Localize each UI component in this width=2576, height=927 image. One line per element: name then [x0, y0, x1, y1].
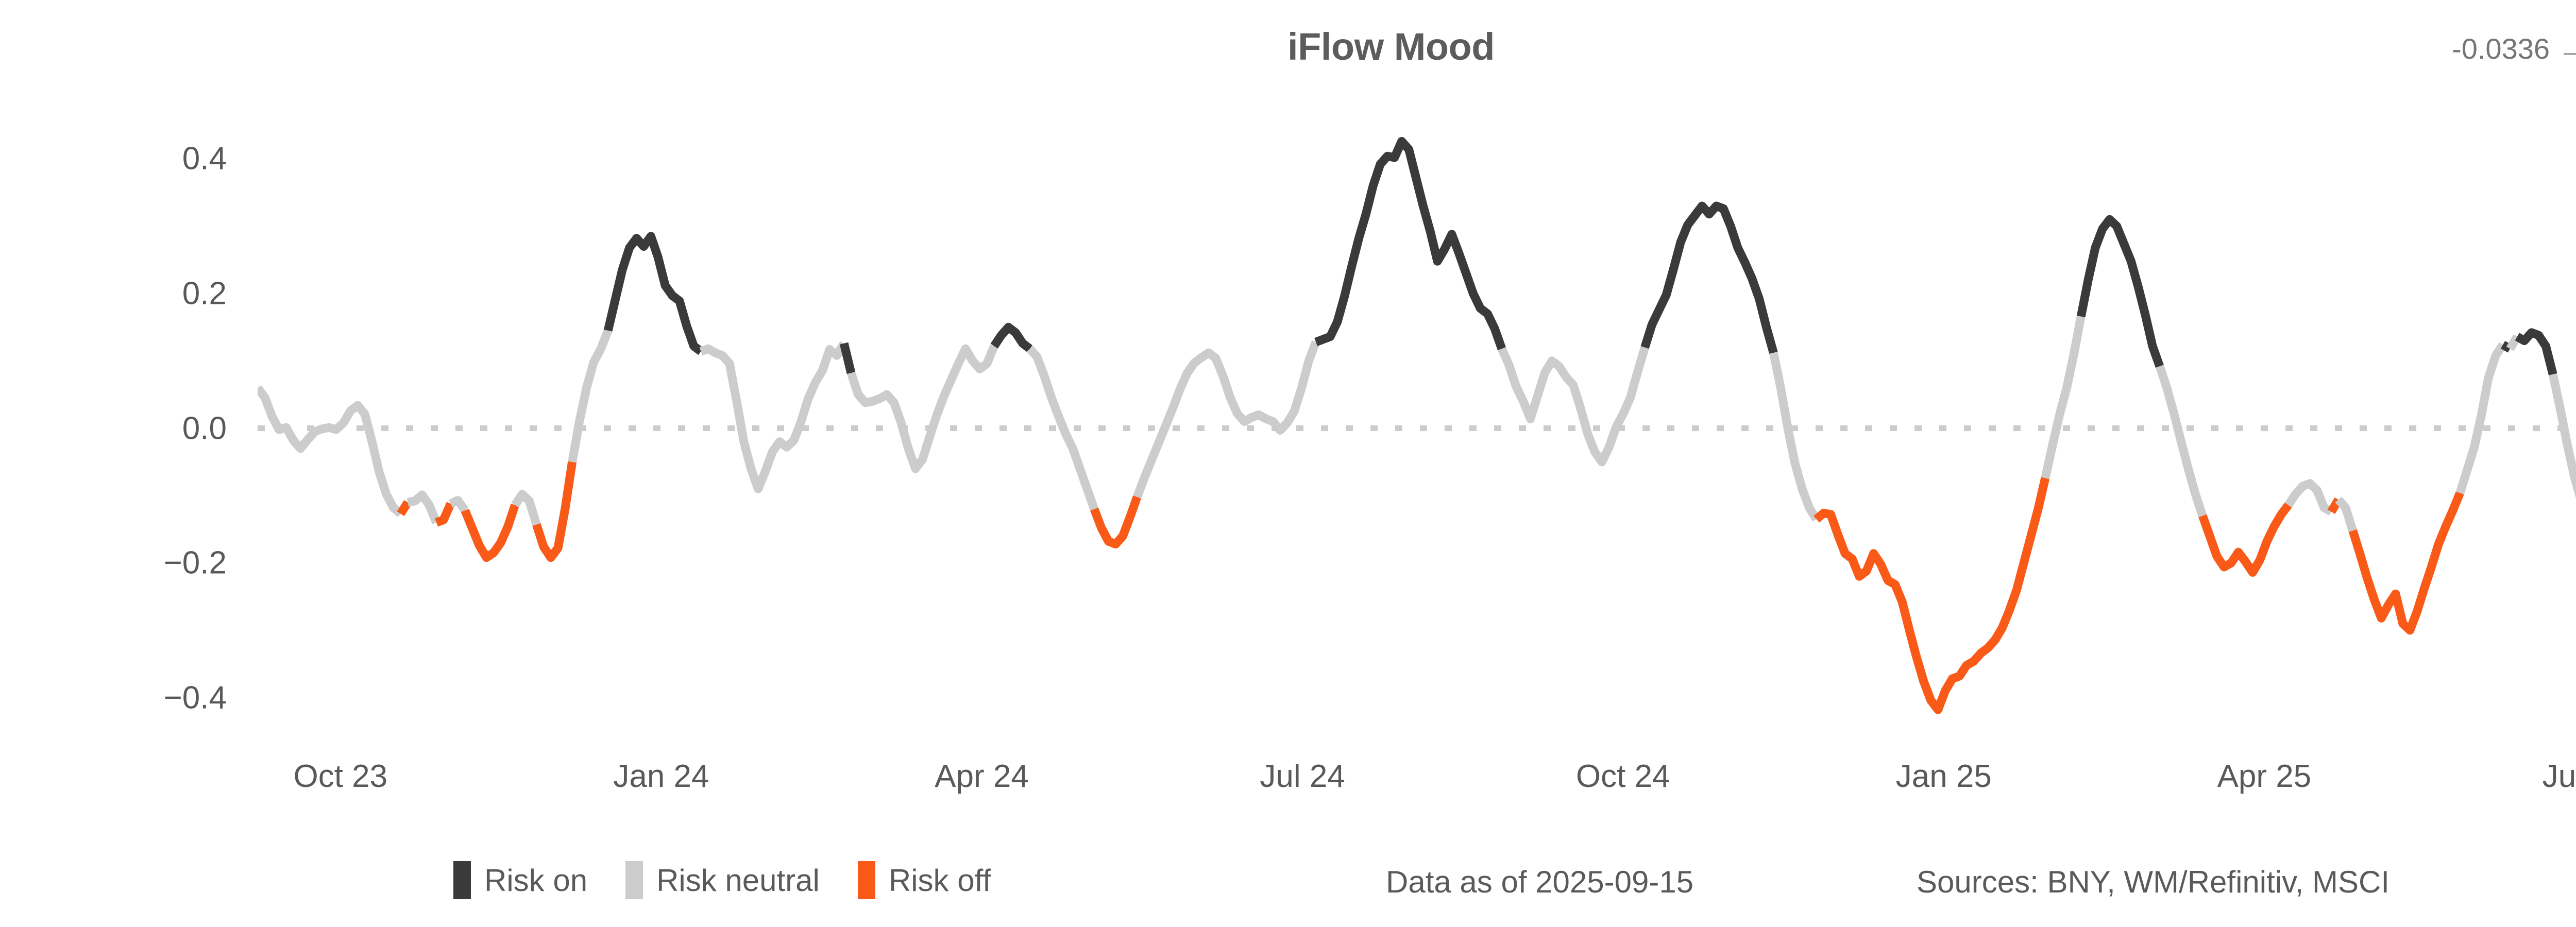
x-tick-label: Oct 24 [1575, 759, 1670, 794]
mood-segment-risk-neutral [2284, 479, 2334, 516]
mood-segment-risk-neutral [1026, 346, 1098, 511]
mood-segment-risk-off [2198, 502, 2292, 577]
legend-swatch-risk-on-icon [453, 861, 471, 899]
mood-segment-risk-neutral [2455, 342, 2507, 494]
y-tick-label: −0.4 [163, 680, 227, 716]
legend: Risk on Risk neutral Risk off [453, 861, 1029, 899]
mood-segment-risk-off [1090, 495, 1142, 548]
mood-segment-risk-neutral [2335, 496, 2357, 532]
mood-segment-risk-neutral [2506, 334, 2521, 351]
mood-segment-risk-neutral [846, 344, 998, 473]
mood-segment-risk-on [1314, 136, 1506, 351]
data-asof-note: Data as of 2025-09-15 [1386, 865, 1694, 899]
status-badge: -0.0336 → risk neutral [2452, 32, 2576, 65]
mood-segment-risk-neutral [568, 329, 613, 463]
mood-segment-risk-on [839, 342, 856, 374]
legend-swatch-risk-neutral-icon [625, 861, 643, 899]
mood-segment-risk-neutral [1498, 346, 1649, 467]
page-title: iFlow Mood [1287, 25, 1495, 68]
mood-segment-risk-neutral [699, 341, 848, 493]
y-tick-label: 0.4 [182, 141, 227, 177]
x-tick-label: Apr 24 [935, 759, 1029, 794]
mood-segment-risk-neutral [2155, 365, 2207, 518]
mood-segment-risk-neutral [1133, 340, 1320, 499]
mood-segment-risk-on [603, 232, 704, 355]
mood-segment-risk-on [2500, 340, 2513, 353]
mood-segment-risk-on [2076, 215, 2164, 368]
legend-item-risk-neutral[interactable]: Risk neutral [625, 861, 820, 899]
legend-label: Risk neutral [656, 863, 820, 898]
legend-item-risk-on[interactable]: Risk on [453, 861, 587, 899]
mood-segment-risk-off [532, 461, 577, 562]
y-tick-label: 0.0 [182, 410, 227, 447]
x-tick-label: Apr 25 [2217, 759, 2312, 794]
x-tick-label: Jan 25 [1895, 759, 1992, 794]
mood-segment-risk-neutral [511, 490, 541, 526]
legend-swatch-risk-off-icon [857, 861, 875, 899]
mood-line-chart [258, 136, 2576, 714]
x-tick-label: Jul 24 [1260, 759, 1345, 794]
y-tick-label: −0.2 [163, 545, 227, 581]
mood-segment-risk-neutral [449, 495, 469, 513]
legend-label: Risk off [888, 863, 991, 898]
x-tick-label: Jul 25 [2542, 759, 2576, 794]
legend-item-risk-off[interactable]: Risk off [857, 861, 991, 899]
sources-note: Sources: BNY, WM/Refinitiv, MSCI [1917, 865, 2389, 899]
mood-segment-risk-neutral [258, 385, 404, 518]
plot-area [258, 118, 2576, 731]
mood-series [258, 136, 2576, 714]
mood-segment-risk-neutral [406, 490, 440, 524]
legend-label: Risk on [484, 863, 588, 898]
x-tick-label: Oct 23 [293, 759, 388, 794]
mood-segment-risk-off [1814, 477, 2050, 714]
mood-segment-risk-neutral [2041, 315, 2086, 479]
x-tick-label: Jan 24 [613, 759, 709, 794]
mood-segment-risk-off [461, 503, 519, 562]
mood-segment-risk-on [990, 322, 1033, 353]
mood-segment-risk-neutral [2548, 373, 2576, 499]
mood-segment-risk-on [1640, 201, 1778, 354]
mood-segment-risk-on [2515, 328, 2557, 376]
mood-segment-risk-off [434, 502, 455, 527]
mood-segment-risk-off [397, 500, 412, 517]
y-tick-label: 0.2 [182, 276, 227, 312]
mood-segment-risk-off [2348, 491, 2464, 635]
mood-segment-risk-neutral [1769, 352, 1820, 522]
